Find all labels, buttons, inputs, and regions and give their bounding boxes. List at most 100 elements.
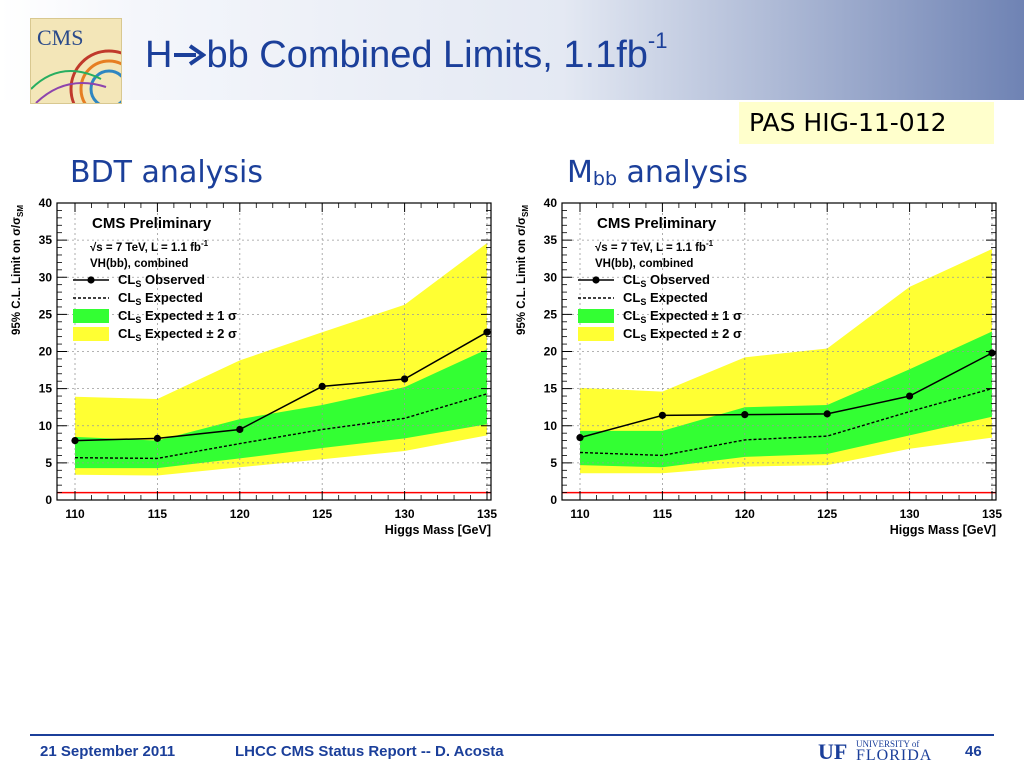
title-rest: bb Combined Limits, 1.1fb bbox=[206, 34, 648, 76]
bdt-limit-chart: 110 115 120 125 130 135 0 5 10 15 20 25 30 35 40 Higgs … bbox=[11, 196, 497, 537]
observed-point bbox=[318, 382, 326, 390]
legend-entry-sub: S bbox=[640, 333, 646, 343]
footer-report-title: LHCC CMS Status Report -- D. Acosta bbox=[235, 743, 504, 760]
y-tick-label: 5 bbox=[550, 456, 557, 470]
legend-entry-3: CLS Expected ± 2 σ bbox=[118, 326, 237, 343]
legend-observed-marker bbox=[592, 276, 600, 284]
legend-observed-marker bbox=[87, 276, 95, 284]
legend-entry-main: CL bbox=[623, 326, 640, 341]
uf-florida: FLORIDA bbox=[856, 747, 933, 764]
header-band bbox=[0, 0, 1024, 100]
uf-university-of: UNIVERSITY of bbox=[856, 739, 920, 749]
observed-point bbox=[483, 328, 491, 336]
legend-entry-sub: S bbox=[640, 297, 646, 307]
mbb-main: M bbox=[567, 155, 593, 190]
x-tick-label: 130 bbox=[395, 507, 415, 521]
y-tick-label: 25 bbox=[39, 307, 53, 321]
y-axis-title: 95% C.L. Limit on σ/σSM bbox=[516, 205, 530, 335]
legend-entry-sub: S bbox=[640, 279, 646, 289]
observed-point bbox=[906, 392, 914, 400]
legend-entry-main: CL bbox=[118, 326, 135, 341]
band-1sigma bbox=[75, 349, 487, 469]
legend-entry-rest: Expected ± 1 σ bbox=[646, 308, 742, 323]
legend-1sigma-swatch bbox=[578, 309, 614, 323]
legend-entry-main: CL bbox=[623, 272, 640, 287]
y-tick-label: 35 bbox=[39, 233, 53, 247]
x-tick-label: 130 bbox=[900, 507, 920, 521]
y-tick-label: 30 bbox=[39, 270, 53, 284]
energy-lumi-sup: -1 bbox=[706, 239, 714, 248]
legend-entry-sub: S bbox=[135, 297, 141, 307]
observed-point bbox=[576, 434, 584, 442]
expected-line bbox=[74, 393, 488, 460]
legend-entry-2: CLS Expected ± 1 σ bbox=[118, 308, 237, 325]
y-tick-label: 20 bbox=[544, 345, 558, 359]
observed-point bbox=[658, 411, 666, 419]
pas-reference-box: PAS HIG-11-012 bbox=[739, 102, 994, 144]
title-prefix: H bbox=[145, 34, 173, 76]
legend-entry-sub: S bbox=[135, 279, 141, 289]
legend-entry-2: CLS Expected ± 1 σ bbox=[623, 308, 742, 325]
y-axis-title-main: 95% C.L. Limit on σ/σ bbox=[516, 217, 528, 335]
legend-2sigma-swatch bbox=[73, 327, 109, 341]
cms-logo-graphic: CMS bbox=[31, 25, 121, 103]
x-tick-label: 120 bbox=[230, 507, 250, 521]
x-tick-label: 135 bbox=[982, 507, 1002, 521]
legend-entry-rest: Observed bbox=[646, 272, 710, 287]
y-tick-label: 5 bbox=[45, 456, 52, 470]
y-tick-label: 25 bbox=[544, 307, 558, 321]
observed-line bbox=[74, 331, 488, 442]
legend-entry-main: CL bbox=[623, 290, 640, 305]
legend-entry-sub: S bbox=[135, 315, 141, 325]
x-axis-title: Higgs Mass [GeV] bbox=[385, 523, 491, 537]
legend-entry-rest: Expected ± 2 σ bbox=[646, 326, 742, 341]
y-axis-title-main: 95% C.L. Limit on σ/σ bbox=[11, 217, 23, 335]
legend-entry-rest: Expected ± 2 σ bbox=[141, 326, 237, 341]
y-axis-title: 95% C.L. Limit on σ/σSM bbox=[11, 205, 25, 335]
y-axis-title-sub: SM bbox=[521, 205, 530, 217]
y-tick-label: 10 bbox=[39, 419, 53, 433]
observed-point bbox=[988, 349, 996, 357]
bdt-analysis-heading: BDT analysis bbox=[70, 155, 264, 190]
chart-title: CMS Preliminary bbox=[92, 215, 212, 232]
y-tick-label: 30 bbox=[544, 270, 558, 284]
observed-point bbox=[236, 425, 244, 434]
y-tick-label: 0 bbox=[550, 493, 557, 507]
x-tick-label: 115 bbox=[653, 507, 673, 521]
arrow-right-icon bbox=[174, 44, 207, 66]
expected-line bbox=[579, 387, 993, 457]
y-tick-label: 40 bbox=[39, 196, 53, 210]
x-tick-label: 110 bbox=[570, 507, 590, 521]
observed-point bbox=[153, 434, 161, 442]
mbb-rest: analysis bbox=[617, 155, 749, 190]
y-tick-label: 15 bbox=[39, 382, 53, 396]
x-tick-label: 125 bbox=[312, 507, 332, 521]
legend-entry-0: CLS Observed bbox=[623, 272, 710, 289]
legend-entry-main: CL bbox=[118, 308, 135, 323]
x-axis-title: Higgs Mass [GeV] bbox=[890, 523, 996, 537]
legend-entry-rest: Expected bbox=[141, 290, 202, 305]
legend-entry-1: CLS Expected bbox=[118, 290, 203, 307]
legend-entry-main: CL bbox=[623, 308, 640, 323]
energy-lumi-text: √s = 7 TeV, L = 1.1 fb bbox=[90, 241, 201, 254]
legend-entry-rest: Expected ± 1 σ bbox=[141, 308, 237, 323]
legend-entry-main: CL bbox=[118, 290, 135, 305]
x-tick-label: 110 bbox=[65, 507, 85, 521]
energy-lumi-text: √s = 7 TeV, L = 1.1 fb bbox=[595, 241, 706, 254]
legend-entry-main: CL bbox=[118, 272, 135, 287]
y-tick-label: 15 bbox=[544, 382, 558, 396]
y-axis-title-sub: SM bbox=[16, 205, 25, 217]
band-1sigma bbox=[580, 331, 992, 468]
title-sup: -1 bbox=[647, 28, 668, 53]
footer-rule bbox=[30, 734, 994, 736]
observed-point bbox=[741, 411, 749, 419]
y-tick-label: 40 bbox=[544, 196, 558, 210]
chart-title: CMS Preliminary bbox=[597, 215, 717, 232]
x-tick-label: 125 bbox=[817, 507, 837, 521]
x-tick-label: 115 bbox=[148, 507, 168, 521]
observed-point bbox=[401, 375, 409, 383]
legend-2sigma-swatch bbox=[578, 327, 614, 341]
footer-date: 21 September 2011 bbox=[40, 743, 176, 760]
cms-logo: CMS bbox=[30, 18, 122, 104]
